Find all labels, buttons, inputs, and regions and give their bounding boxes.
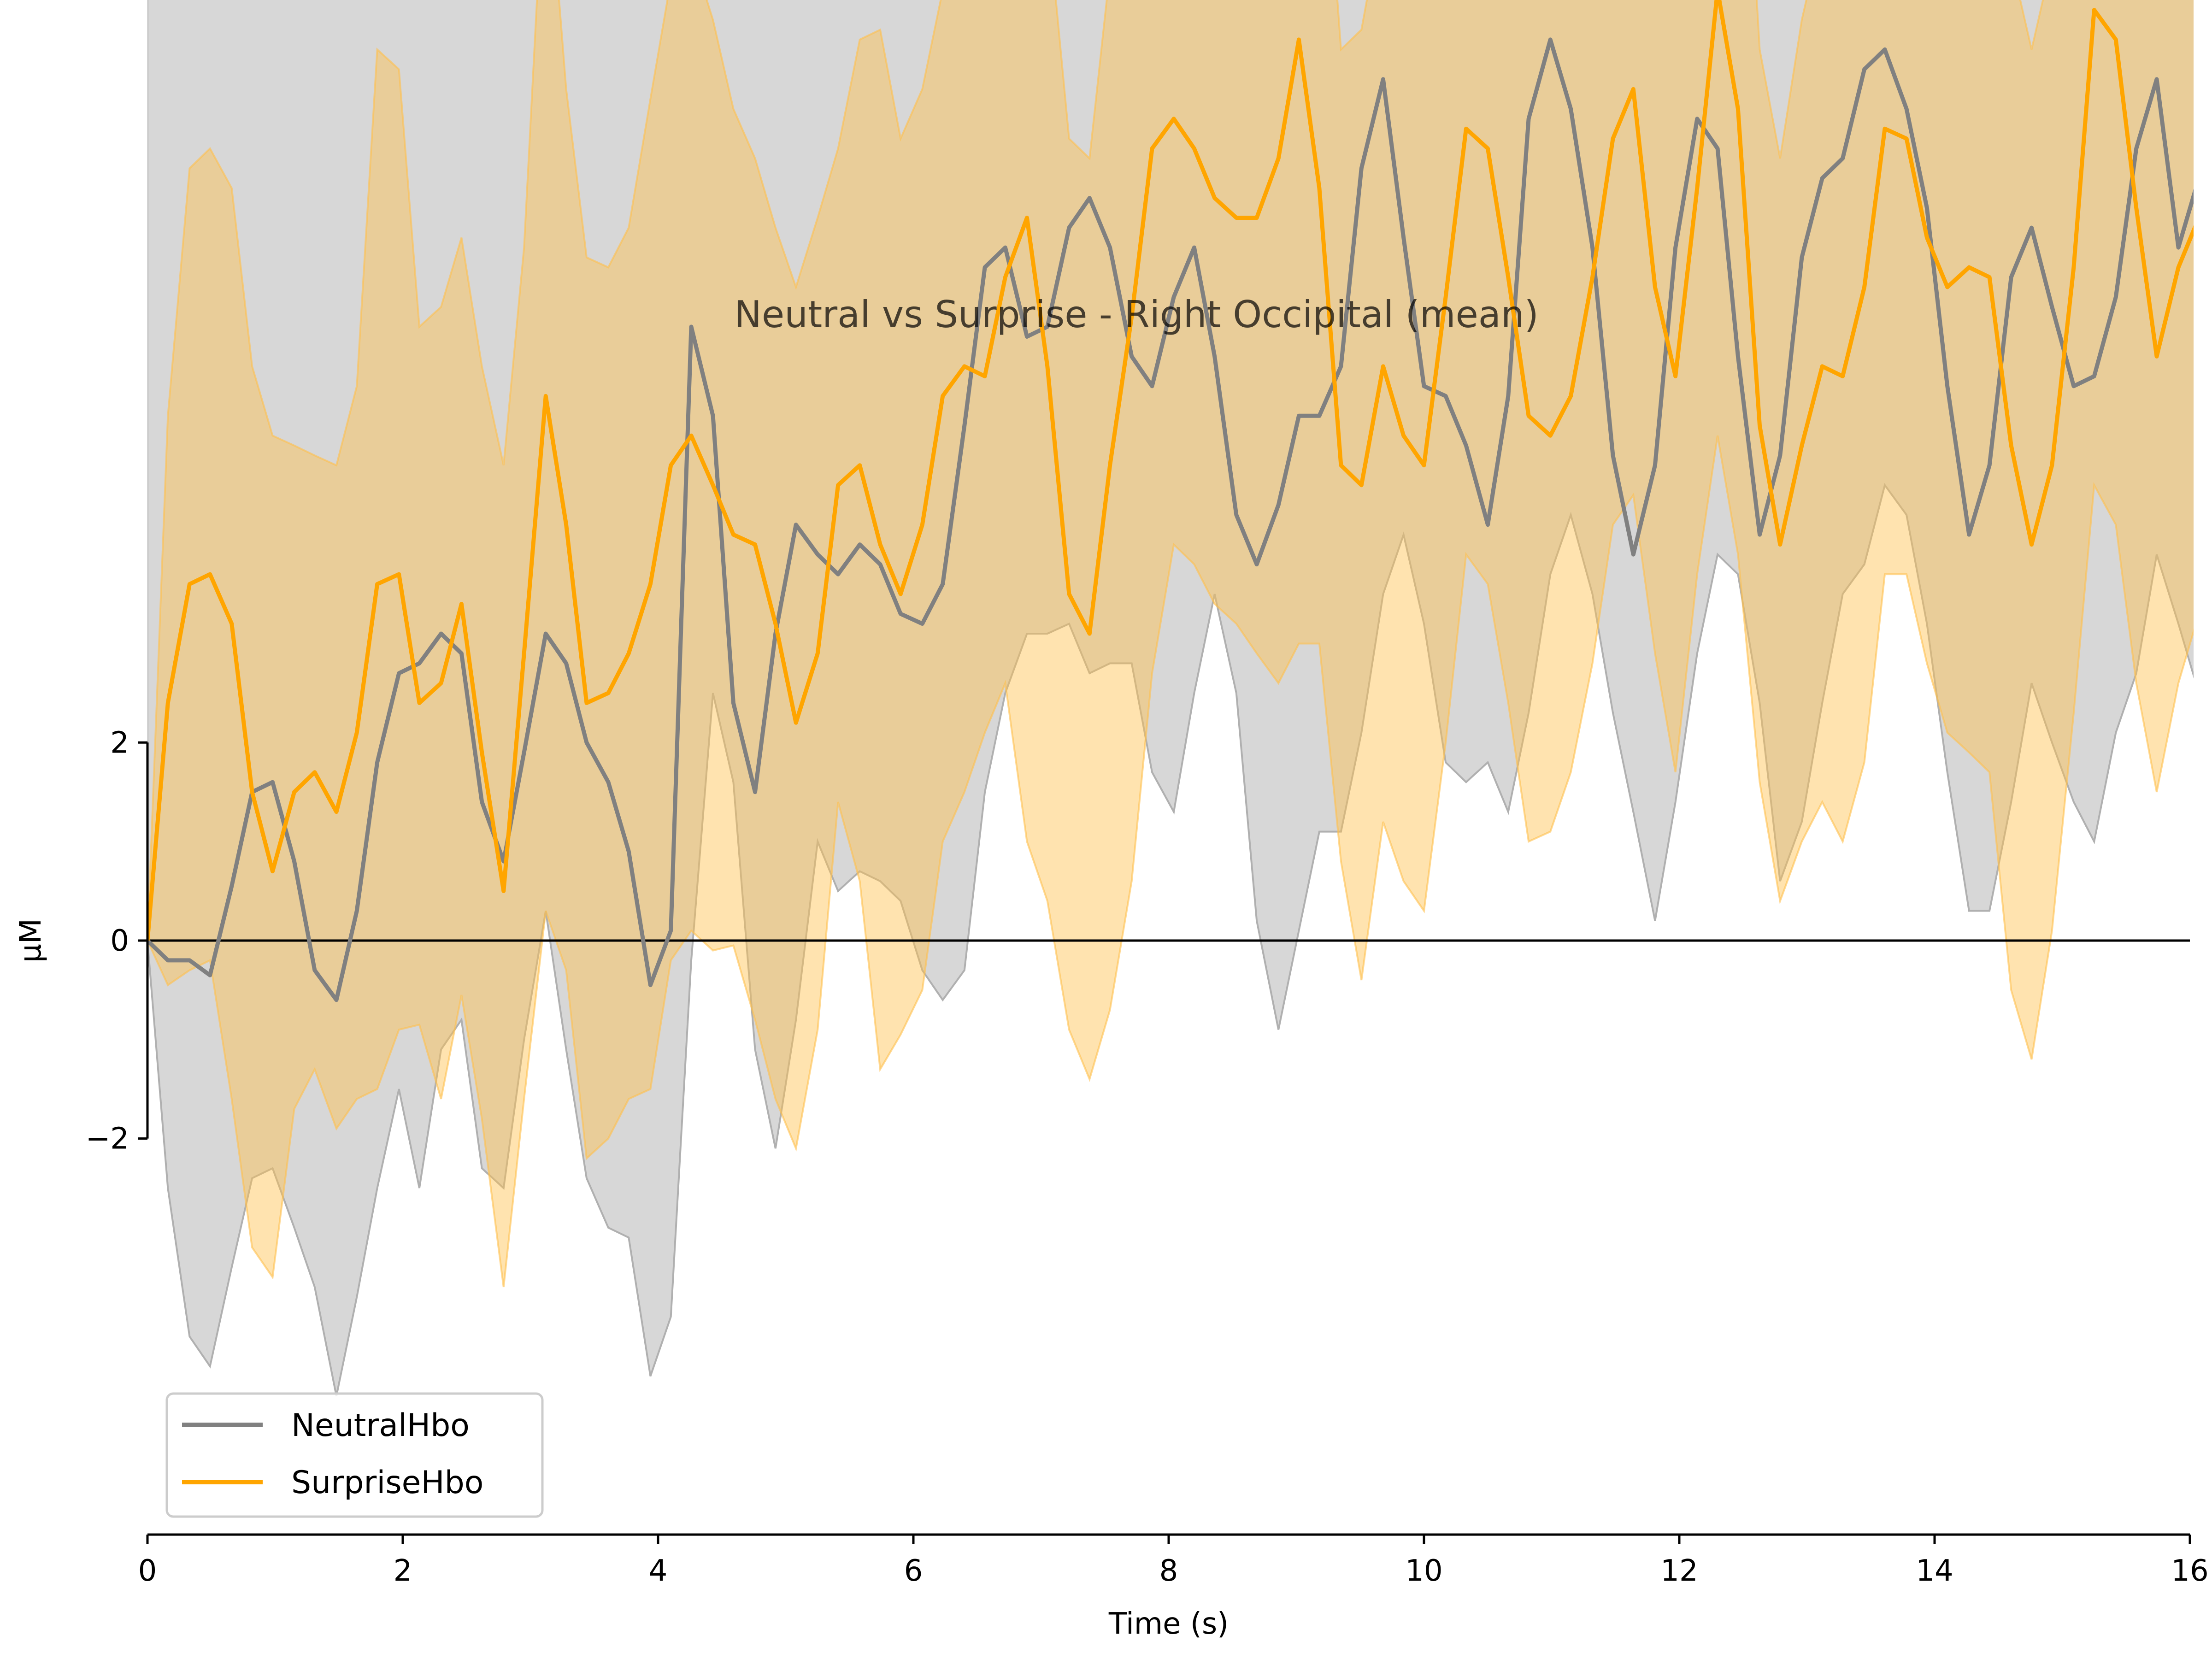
legend[interactable]: NeutralHbo SurpriseHbo [165, 1392, 544, 1518]
y-tick-label: 0 [110, 924, 129, 958]
x-axis-title: Time (s) [1108, 1607, 1229, 1641]
x-tick-label: 2 [394, 1554, 412, 1588]
series-line-surprisehbo [147, 0, 2194, 941]
y-axis-title: µM [14, 918, 48, 963]
x-tick-label: 6 [904, 1554, 923, 1588]
y-tick-label: −2 [86, 1122, 129, 1156]
x-tick-label: 14 [1916, 1554, 1953, 1588]
confidence-bands [147, 0, 2194, 1396]
series-lines [147, 0, 2194, 1002]
x-tick-label: 8 [1159, 1554, 1178, 1588]
x-tick-label: 10 [1405, 1554, 1442, 1588]
y-tick-label: 2 [110, 726, 129, 760]
x-tick-label: 4 [649, 1554, 668, 1588]
confidence-band-neutralhbo [147, 0, 2194, 1396]
series-line-neutralhbo [147, 37, 2194, 1002]
y-axis: −2 0 2 [86, 726, 149, 1156]
x-axis: 0 2 4 6 8 10 12 14 16 [138, 1533, 2209, 1588]
legend-label-neutralhbo: NeutralHbo [291, 1407, 470, 1444]
chart-title: Neutral vs Surprise - Right Occipital (m… [734, 293, 1539, 336]
x-tick-label: 0 [138, 1554, 157, 1588]
x-tick-label: 12 [1660, 1554, 1698, 1588]
legend-label-surprisehbo: SurpriseHbo [291, 1465, 483, 1501]
x-tick-label: 16 [2171, 1554, 2208, 1588]
